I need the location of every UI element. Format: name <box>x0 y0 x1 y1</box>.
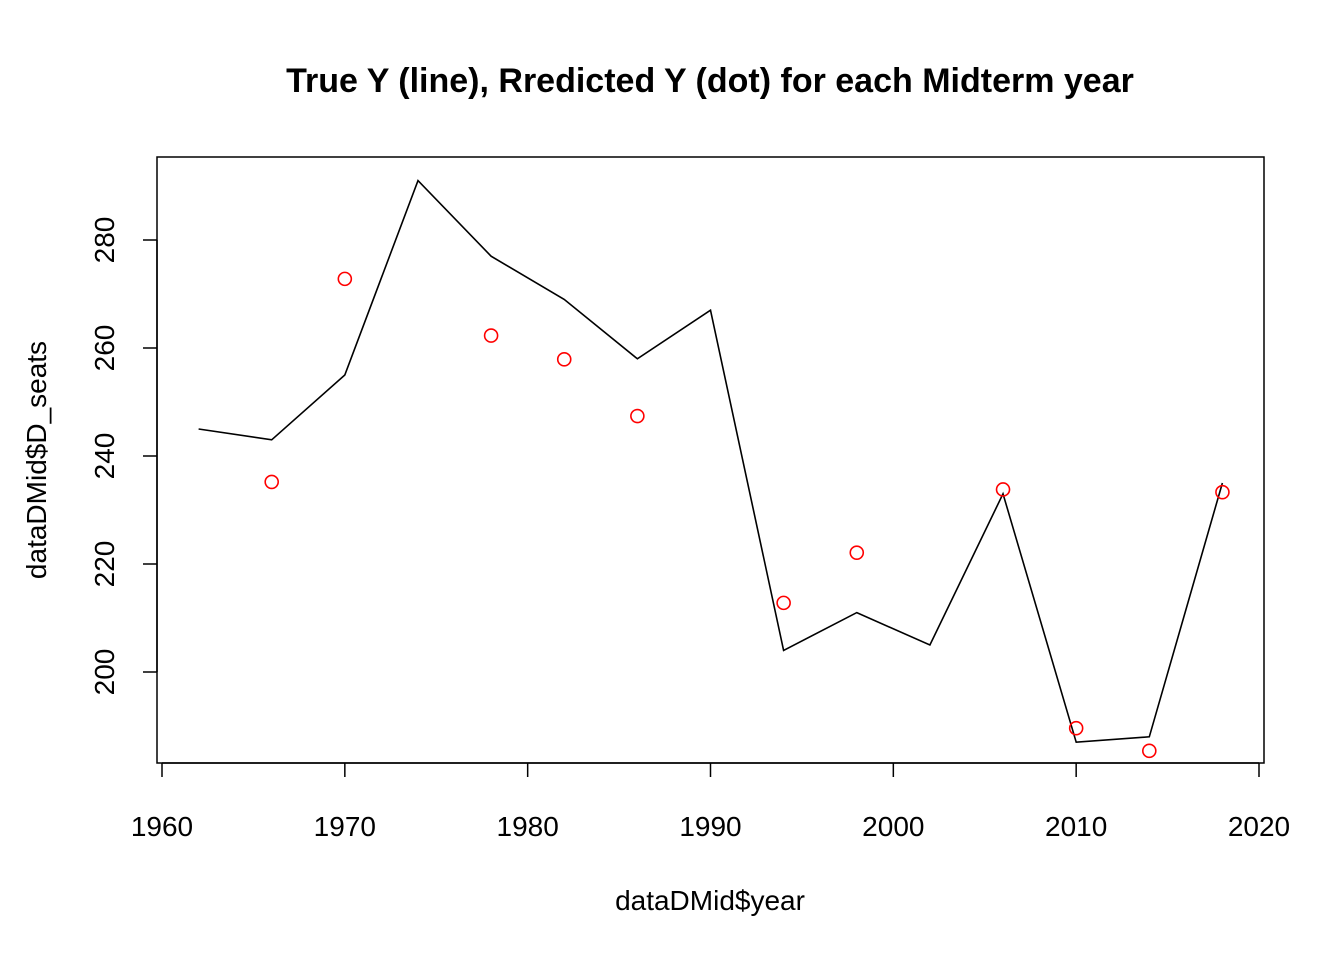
y-tick-label: 240 <box>89 433 120 480</box>
predicted-y-point <box>776 595 791 611</box>
predicted-y-point <box>1142 743 1157 759</box>
predicted-y-point <box>337 271 353 287</box>
series-layer <box>198 179 1230 759</box>
predicted-y-point <box>1068 720 1084 736</box>
x-tick-label: 2000 <box>862 811 924 842</box>
y-tick-label: 220 <box>89 541 120 588</box>
x-tick-label: 1970 <box>314 811 376 842</box>
x-axis: 1960 1970 1980 1990 2000 2010 2020 <box>131 762 1290 842</box>
predicted-y-point <box>849 545 865 560</box>
predicted-y-point <box>483 328 499 343</box>
predicted-y-point <box>630 408 645 424</box>
y-tick-label: 200 <box>89 649 120 696</box>
y-tick-label: 260 <box>89 325 120 372</box>
x-tick-label: 1990 <box>679 811 741 842</box>
predicted-y-point <box>264 474 280 490</box>
x-tick-label: 2010 <box>1045 811 1107 842</box>
y-tick-label: 280 <box>89 217 120 264</box>
predicted-y-point <box>995 482 1011 497</box>
plot-frame <box>156 156 1265 764</box>
y-axis: 200 220 240 260 280 <box>89 217 158 696</box>
x-axis-label: dataDMid$year <box>615 885 805 916</box>
predicted-y-point <box>556 352 572 367</box>
predicted-y-point <box>1215 484 1230 500</box>
true-y-line <box>198 179 1224 744</box>
x-tick-label: 1980 <box>497 811 559 842</box>
chart-title: True Y (line), Rredicted Y (dot) for eac… <box>286 62 1134 100</box>
y-axis-label: dataDMid$D_seats <box>21 341 52 579</box>
x-tick-label: 1960 <box>131 811 193 842</box>
x-tick-label: 2020 <box>1228 811 1290 842</box>
